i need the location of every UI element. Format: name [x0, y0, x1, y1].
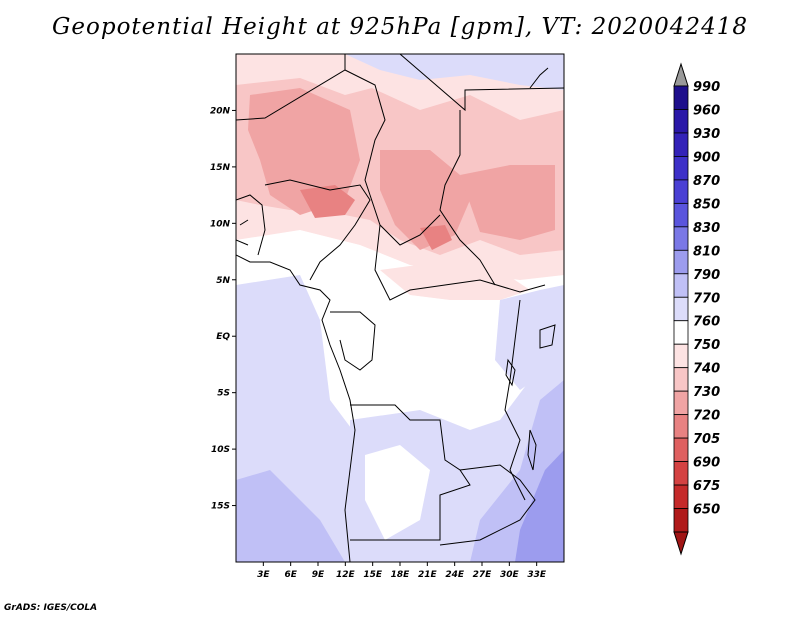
- coastline-east-corner: [529, 67, 549, 89]
- colorbar-swatch: [673, 132, 689, 157]
- colorbar-swatch: [673, 508, 689, 533]
- field-core-min-2: [420, 225, 452, 250]
- lat-tick-label: 15S: [211, 502, 230, 512]
- colorbar-swatch: [673, 367, 689, 392]
- field-core-min: [300, 185, 355, 218]
- lake-outline-1: [505, 324, 556, 471]
- lon-tick-label: 3E: [257, 570, 270, 580]
- country-borders: [236, 54, 564, 562]
- colorbar-label: 690: [693, 456, 720, 471]
- field-south-white-patch: [365, 445, 430, 540]
- lon-tick-label: 27E: [473, 570, 493, 580]
- colorbar-label: 730: [693, 385, 720, 400]
- colorbar-swatch: [673, 179, 689, 204]
- lon-tick-label: 30E: [500, 570, 520, 580]
- map-title: Geopotential Height at 925hPa [gpm], VT:…: [52, 14, 748, 40]
- colorbar-label: 990: [693, 80, 720, 95]
- colorbar-swatch: [673, 414, 689, 439]
- colorbar-label: 900: [693, 150, 720, 165]
- lat-tick-label: 20N: [210, 106, 231, 116]
- border-north-1: [236, 69, 386, 196]
- lon-tick-label: 15E: [363, 570, 383, 580]
- height-field: [236, 54, 564, 562]
- border-chad-sudan: [439, 110, 496, 286]
- colorbar-label: 870: [693, 174, 720, 189]
- colorbar-swatch: [673, 202, 689, 228]
- colorbar-swatch: [673, 109, 689, 134]
- lon-tick-label: 33E: [527, 570, 547, 580]
- colorbar-label: 850: [693, 197, 720, 212]
- lat-tick-label: 15N: [210, 163, 231, 173]
- field-ne-cold: [345, 54, 564, 90]
- border-central-1: [369, 194, 546, 301]
- colorbar-label: 810: [693, 244, 720, 259]
- border-drc-east: [504, 299, 526, 501]
- colorbar-swatch: [673, 296, 689, 322]
- colorbar-label: 830: [693, 221, 720, 236]
- colorbar-label: 960: [693, 103, 720, 118]
- colorbar-swatch: [673, 156, 689, 181]
- colorbar-label: 790: [693, 268, 720, 283]
- coastline-west: [236, 254, 356, 562]
- lat-tick-label: EQ: [216, 332, 230, 342]
- colorbar-swatch: [673, 320, 689, 345]
- colorbar-swatch: [673, 226, 689, 251]
- lat-tick-label: 10N: [210, 219, 231, 229]
- colorbar-label: 930: [693, 127, 720, 142]
- colorbar-swatch: [673, 85, 689, 110]
- colorbar-swatch: [673, 343, 689, 369]
- colorbar-label: 650: [693, 503, 720, 518]
- border-west-small: [236, 194, 266, 256]
- colorbar-label: 760: [693, 315, 720, 330]
- colorbar-label: 705: [693, 432, 720, 447]
- grads-credit: GrADS: IGES/COLA: [4, 603, 98, 613]
- colorbar-label: 740: [693, 362, 720, 377]
- colorbar-swatch: [673, 484, 689, 509]
- colorbar-label: 750: [693, 338, 720, 353]
- colorbar-swatch: [673, 437, 689, 462]
- border-zambia: [439, 464, 536, 546]
- lon-tick-label: 9E: [312, 570, 325, 580]
- field-se-deeper: [515, 450, 564, 562]
- field-core-center: [380, 150, 470, 250]
- colorbar-bottom-arrow: [673, 531, 689, 556]
- colorbar-label: 770: [693, 291, 720, 306]
- lat-tick-label: 5N: [216, 276, 230, 286]
- lon-tick-label: 24E: [445, 570, 465, 580]
- longitude-axis: 3E 6E 9E 12E 15E 18E 21E 24E 27E 30E 33E: [257, 562, 547, 580]
- colorbar-label: 675: [693, 479, 720, 494]
- border-nigeria: [264, 179, 371, 281]
- colorbar-swatch: [673, 461, 689, 486]
- colorbar-swatch: [673, 273, 689, 298]
- colorbar-swatch: [673, 249, 689, 275]
- field-core-east: [460, 165, 555, 240]
- latitude-axis: 20N 15N 10N 5N EQ 5S 10S 15S: [210, 106, 236, 512]
- colorbar-top-arrow: [673, 62, 689, 87]
- colorbar-label: 720: [693, 409, 720, 424]
- lon-tick-label: 12E: [336, 570, 356, 580]
- lat-tick-label: 5S: [217, 389, 230, 399]
- lon-tick-label: 21E: [418, 570, 438, 580]
- border-congo: [330, 311, 376, 371]
- colorbar-swatch: [673, 390, 689, 416]
- border-north-2: [344, 54, 564, 112]
- lat-tick-label: 10S: [211, 445, 230, 455]
- field-east-pink: [380, 262, 530, 300]
- colorbar: 990 960 930 900 870 850 830 810 790 770 760 750 740 7…: [673, 62, 720, 556]
- lon-tick-label: 18E: [391, 570, 411, 580]
- lon-tick-label: 6E: [284, 570, 297, 580]
- field-sw-deep: [236, 470, 345, 562]
